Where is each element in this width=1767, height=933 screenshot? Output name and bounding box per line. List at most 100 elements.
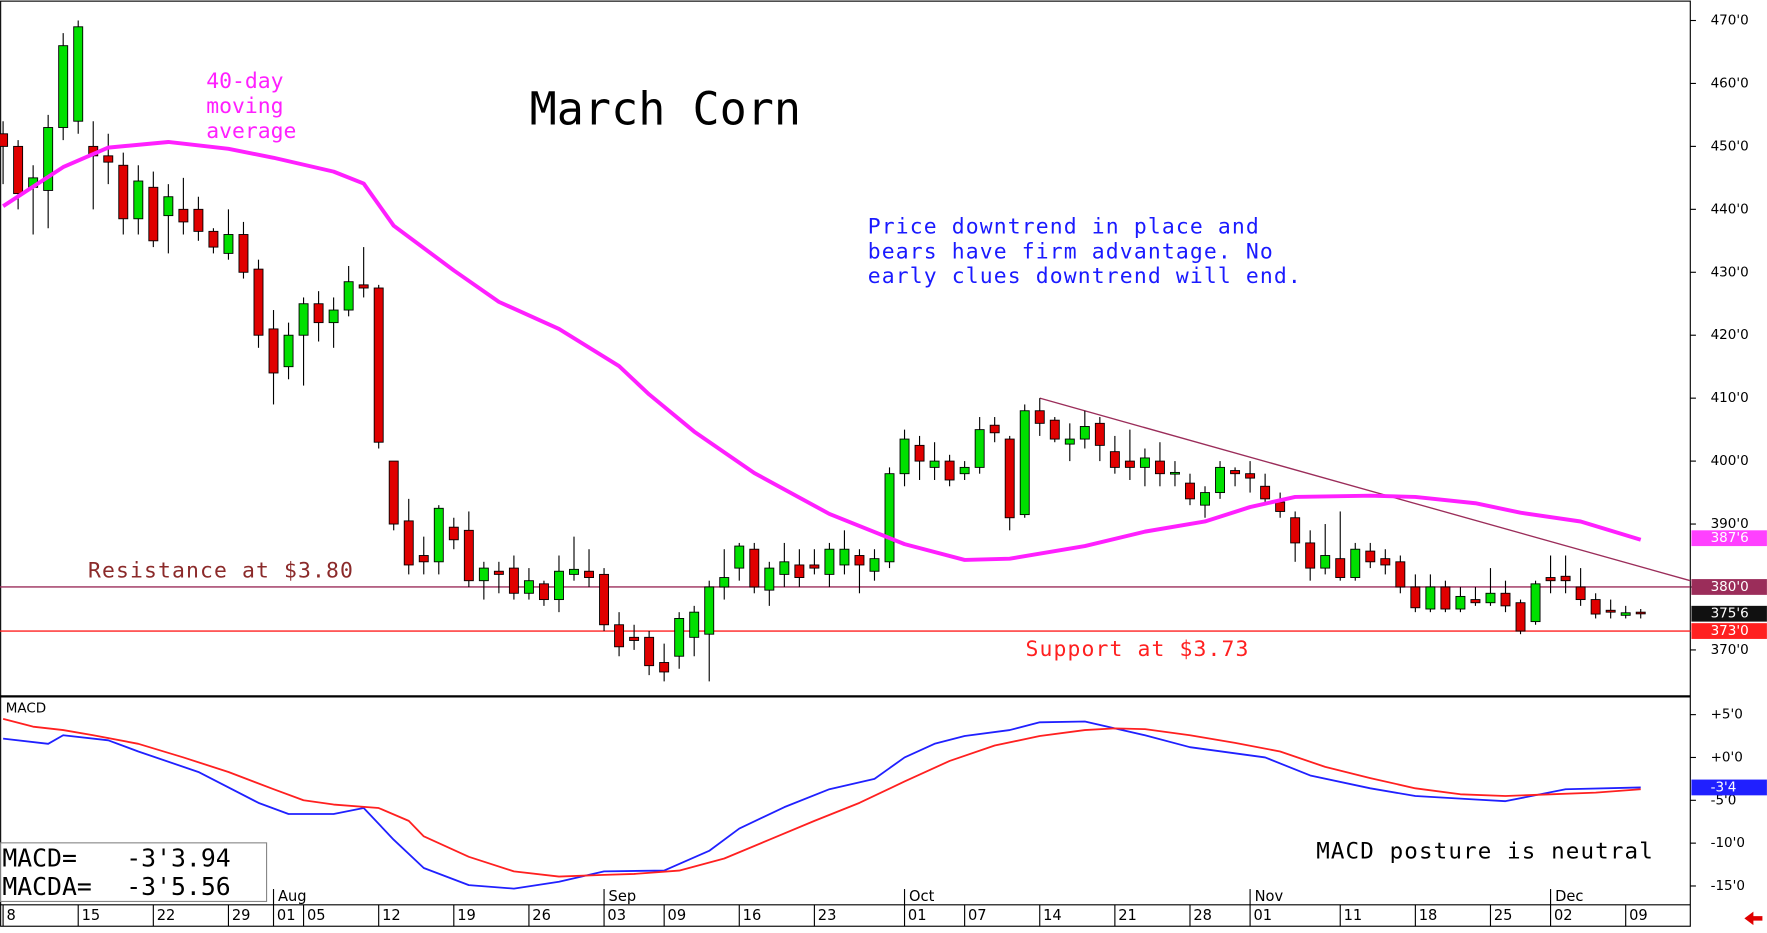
candle-body — [13, 145, 24, 195]
x-tick-label: 16 — [743, 907, 762, 924]
y-tick-label: 410'0 — [1711, 390, 1749, 406]
readout-label: MACDA= — [2, 872, 91, 901]
candle-body — [118, 164, 129, 220]
ma-label: 40-day — [206, 69, 283, 94]
readout-label: MACD= — [2, 844, 77, 873]
candle-body — [403, 520, 414, 566]
candle-body — [73, 26, 84, 122]
candle-body — [1034, 410, 1045, 424]
candle-body — [133, 180, 144, 220]
candle-body — [1515, 602, 1526, 632]
candle-body — [899, 438, 910, 475]
candle-body — [1185, 482, 1195, 500]
resistance-label: Resistance at $3.80 — [88, 558, 354, 583]
y-tick-label: 420'0 — [1711, 327, 1749, 343]
candle-body — [794, 564, 805, 578]
level-label: 375'6 — [1711, 606, 1749, 622]
candle-body — [989, 424, 1000, 434]
candle-body — [929, 460, 940, 468]
candle-body — [809, 564, 820, 569]
candle-body — [388, 460, 399, 525]
candle-body — [163, 196, 174, 217]
x-tick-label: 29 — [232, 907, 251, 924]
candle-body — [749, 548, 760, 588]
month-label: Nov — [1255, 888, 1284, 905]
candle-body — [1109, 451, 1120, 468]
candle-body — [1245, 473, 1256, 479]
candle-body — [223, 234, 234, 254]
scroll-arrow[interactable] — [1744, 911, 1763, 926]
month-label: Oct — [909, 888, 935, 905]
candle-body — [839, 548, 850, 566]
x-tick-label: 25 — [1494, 907, 1513, 924]
annotation: bears have firm advantage. No — [868, 239, 1274, 264]
x-tick-label: 01 — [908, 907, 927, 924]
ma-label: average — [206, 119, 296, 144]
candle-body — [463, 529, 474, 582]
chart-title: March Corn — [530, 83, 801, 136]
candle-body — [1275, 501, 1286, 512]
candle-body — [869, 558, 880, 572]
x-tick-label: 22 — [157, 907, 176, 924]
candle-body — [43, 127, 54, 191]
candle-body — [538, 583, 549, 601]
candle-body — [313, 303, 324, 324]
x-tick-label: 23 — [818, 907, 837, 924]
candle-body — [959, 466, 970, 475]
candle-body — [689, 611, 700, 638]
candle-body — [283, 334, 294, 368]
candle-body — [238, 234, 249, 273]
x-tick-label: 09 — [668, 907, 687, 924]
x-tick-label: 02 — [1554, 907, 1573, 924]
candle-body — [1215, 466, 1225, 494]
candle-body — [193, 208, 204, 232]
candle-body — [0, 133, 9, 147]
candle-body — [734, 545, 745, 569]
candle-body — [569, 568, 579, 575]
candle-body — [1200, 492, 1210, 506]
x-tick-label: 11 — [1344, 907, 1363, 924]
candle-body — [1019, 410, 1030, 516]
candle-body — [253, 268, 264, 336]
candle-body — [1590, 599, 1601, 615]
candle-body — [1455, 595, 1466, 610]
y-tick-label: 470'0 — [1711, 13, 1749, 29]
x-tick-label: 12 — [382, 907, 401, 924]
candle-body — [974, 429, 985, 468]
candle-body — [1575, 586, 1586, 601]
readout-value: -3'3.94 — [126, 844, 230, 873]
x-tick-label: 01 — [277, 907, 296, 924]
y-tick-label: 450'0 — [1711, 138, 1749, 154]
y-tick-label: 370'0 — [1711, 642, 1749, 658]
candle-body — [644, 636, 655, 667]
x-tick-label: 15 — [82, 907, 101, 924]
candle-body — [1320, 555, 1331, 569]
candle-body — [674, 618, 685, 657]
candle-body — [659, 662, 670, 673]
candle-body — [328, 309, 339, 324]
candle-body — [1260, 485, 1271, 500]
y-tick-label: -10'0 — [1711, 835, 1745, 851]
readout-value: -3'5.56 — [126, 872, 230, 901]
macd-line — [2, 718, 1641, 878]
month-label: Dec — [1555, 888, 1583, 905]
annotation: MACD posture is neutral — [1316, 838, 1654, 864]
candle-body — [1410, 586, 1421, 609]
candle-body — [1365, 550, 1376, 563]
y-tick-label: -5'0 — [1711, 792, 1737, 808]
candle-body — [704, 586, 715, 635]
panel-title: MACD — [6, 701, 47, 717]
candle-body — [1305, 542, 1316, 569]
level-box — [1691, 623, 1767, 639]
y-tick-label: +0'0 — [1711, 749, 1743, 765]
candle-body — [418, 555, 429, 563]
candle-body — [1079, 426, 1090, 440]
x-tick-label: 19 — [457, 907, 476, 924]
candle-body — [1170, 471, 1180, 475]
level-label: -3'4 — [1711, 779, 1737, 795]
candle-body — [1605, 609, 1616, 613]
candle-body — [554, 570, 564, 601]
month-label: Sep — [609, 888, 637, 905]
candle-body — [358, 284, 369, 289]
candle-body — [1635, 611, 1646, 615]
